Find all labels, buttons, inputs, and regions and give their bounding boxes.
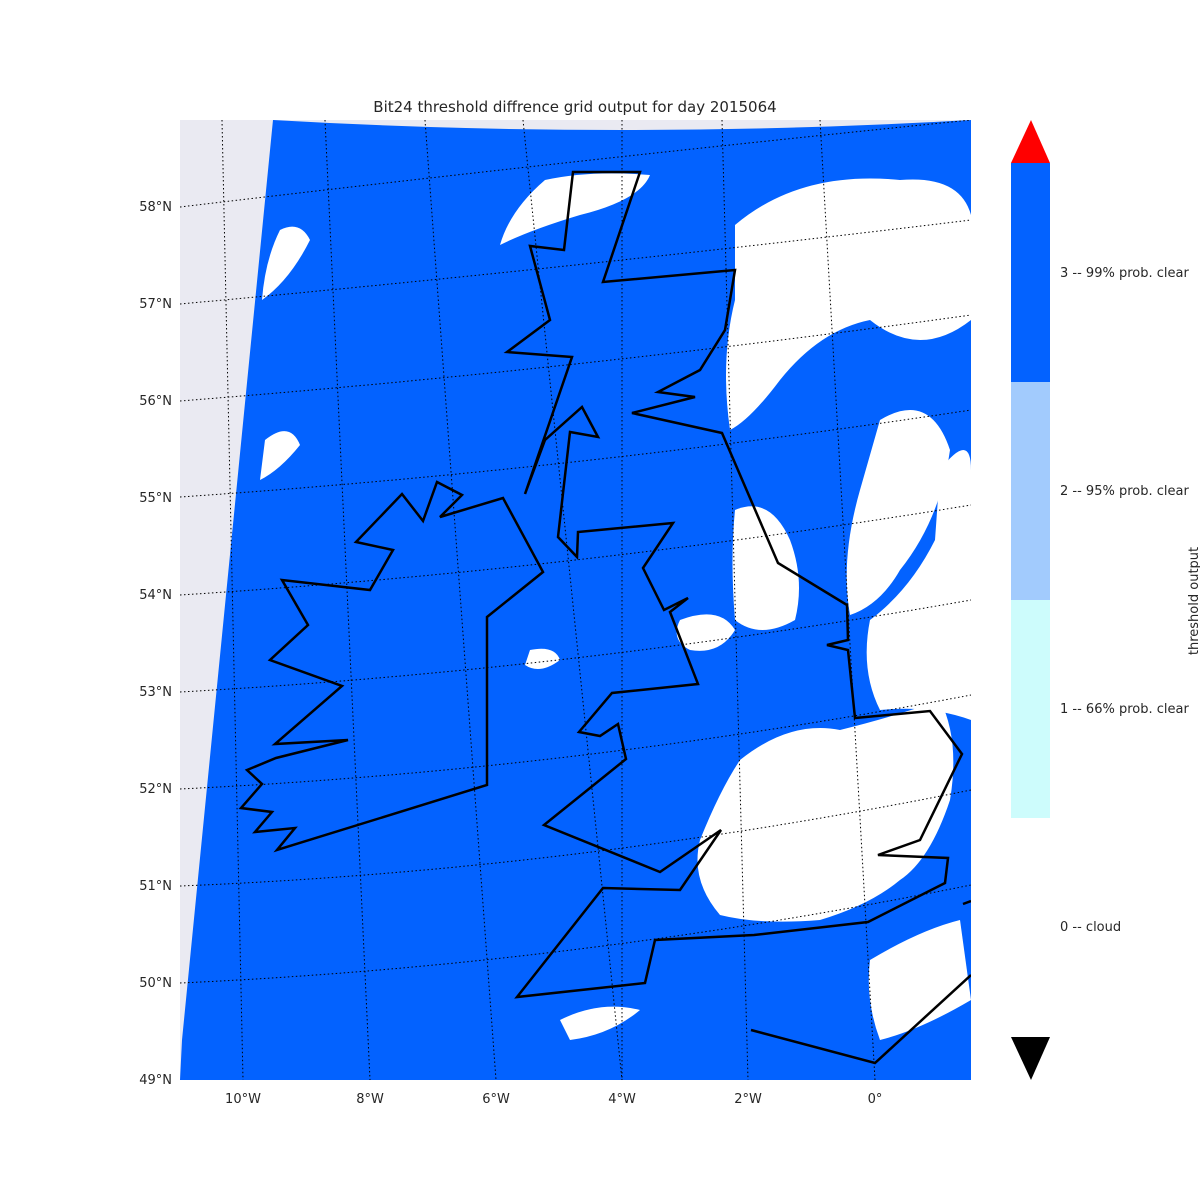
- colorbar-label: 3 -- 99% prob. clear: [1060, 266, 1189, 281]
- colorbar-segment-2: [1011, 382, 1050, 600]
- lon-tick-label: 2°W: [734, 1092, 762, 1107]
- latitude-tick-labels: 58°N 57°N 56°N 55°N 54°N 53°N 52°N 51°N …: [139, 200, 172, 1088]
- cloud-north-sea-north: [726, 178, 971, 430]
- lon-tick-label: 10°W: [225, 1092, 261, 1107]
- map-title: Bit24 threshold diffrence grid output fo…: [373, 98, 776, 116]
- colorbar-label: 2 -- 95% prob. clear: [1060, 484, 1189, 499]
- cloud-north-sea-east: [866, 450, 971, 720]
- cloud-atlantic-north: [262, 226, 310, 300]
- lat-tick-label: 58°N: [139, 200, 172, 215]
- colorbar-under-arrow: [1011, 1037, 1050, 1080]
- coastline: [238, 170, 971, 1065]
- colorbar-title: threshold output: [1187, 547, 1200, 655]
- lat-tick-label: 52°N: [139, 782, 172, 797]
- coastline-belgium: [962, 899, 971, 906]
- coastline-great-britain: [503, 170, 964, 999]
- lon-tick-label: 0°: [868, 1092, 883, 1107]
- cloud-england-north: [732, 506, 799, 630]
- lon-tick-label: 4°W: [608, 1092, 636, 1107]
- coastline-france: [750, 974, 971, 1065]
- cloud-channel-west: [560, 1006, 640, 1040]
- lon-tick-label: 6°W: [482, 1092, 510, 1107]
- cloud-scotland-north: [500, 173, 650, 245]
- lat-tick-label: 53°N: [139, 685, 172, 700]
- colorbar-label: 0 -- cloud: [1060, 920, 1121, 935]
- colorbar-over-arrow: [1011, 120, 1050, 163]
- lat-tick-label: 56°N: [139, 394, 172, 409]
- colorbar-segment-3: [1011, 163, 1050, 382]
- lat-tick-label: 54°N: [139, 588, 172, 603]
- cloud-channel-east: [868, 920, 971, 1040]
- lat-tick-label: 57°N: [139, 297, 172, 312]
- cloud-wales-small: [525, 648, 560, 669]
- cloud-atlantic-mid: [260, 431, 300, 480]
- colorbar-label: 1 -- 66% prob. clear: [1060, 702, 1189, 717]
- longitude-tick-labels: 10°W 8°W 6°W 4°W 2°W 0°: [225, 1092, 882, 1107]
- coastline-ireland: [238, 480, 545, 853]
- cloud-irish-sea: [676, 614, 735, 651]
- lat-tick-label: 55°N: [139, 491, 172, 506]
- lat-tick-label: 49°N: [139, 1073, 172, 1088]
- lon-tick-label: 8°W: [356, 1092, 384, 1107]
- colorbar: 3 -- 99% prob. clear 2 -- 95% prob. clea…: [1011, 120, 1200, 1080]
- colorbar-segment-1: [1011, 600, 1050, 818]
- cloud-cover: [260, 173, 971, 1040]
- lat-tick-label: 51°N: [139, 879, 172, 894]
- cloud-england-south: [697, 700, 954, 922]
- cloud-north-sea-mid: [846, 410, 950, 615]
- lat-tick-label: 50°N: [139, 976, 172, 991]
- map-plot-area: [180, 120, 971, 1080]
- colorbar-segment-0: [1011, 818, 1050, 1036]
